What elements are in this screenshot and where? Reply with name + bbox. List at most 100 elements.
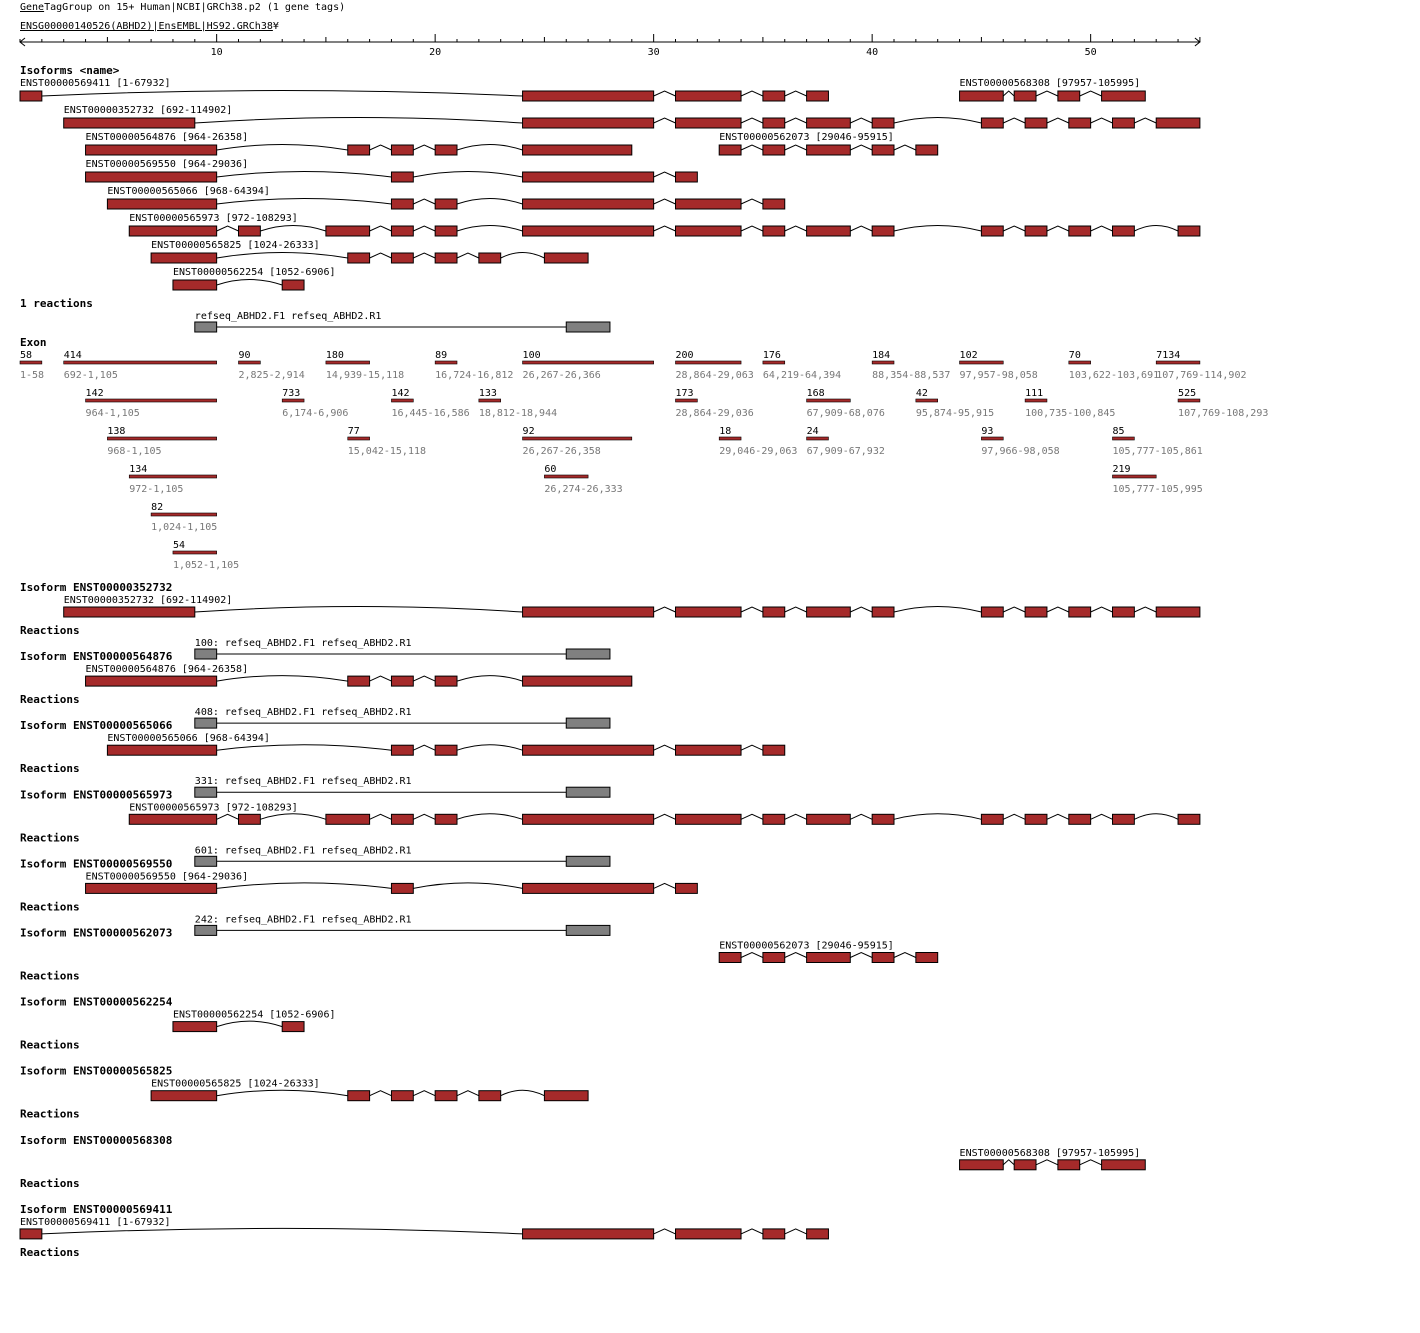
exon-block: [806, 144, 851, 156]
exon-entry: 184 88,354-88,537: [871, 350, 950, 381]
primer-block: [565, 924, 611, 936]
exon-range: 1-58: [20, 370, 44, 381]
exon-block: [522, 144, 633, 156]
gene-title-rest[interactable]: 00000140526(ABHD2)|EnsEMBL|HS92.GRCh38: [44, 21, 273, 32]
exon-range: 1,052-1,105: [173, 560, 239, 571]
isoform-detail-title: Isoform ENST00000562254: [20, 996, 173, 1009]
isoform-label: ENST00000569550 [964-29036]: [86, 871, 249, 882]
exon-block: [871, 144, 895, 156]
intron-line: [194, 117, 523, 124]
group-link[interactable]: Gene: [20, 2, 44, 13]
exon-length: 92: [523, 426, 535, 437]
primer-block: [565, 717, 611, 729]
reactions-title: Reactions: [20, 831, 80, 844]
exon-block: [959, 90, 1004, 102]
exon-section-title: Exon: [20, 336, 47, 349]
exon-table: 58 1-58 414 692-1,105 90 2,825-2,914 180 14,939…: [19, 350, 1268, 571]
intron-line: [784, 1228, 807, 1235]
intron-line: [653, 744, 676, 751]
gene-link[interactable]: ENSG: [20, 21, 44, 32]
primer-block: [194, 924, 218, 936]
exon-block: [806, 1228, 829, 1240]
intron-line: [1002, 1159, 1015, 1166]
intron-line: [850, 606, 873, 613]
primer-block: [565, 648, 611, 660]
intron-line: [740, 606, 764, 613]
intron-line: [456, 675, 523, 682]
exon-block: [806, 90, 829, 102]
primer-block: [194, 321, 218, 333]
exon-length: 24: [807, 426, 819, 437]
exon-block: [675, 882, 698, 894]
isoform-track: [128, 225, 1201, 237]
intron-line: [740, 90, 764, 97]
exon-length: 133: [479, 388, 497, 399]
intron-line: [850, 813, 873, 820]
exon-range: 26,274-26,333: [544, 484, 622, 495]
exon-block: [128, 813, 218, 825]
intron-line: [1003, 606, 1026, 613]
exon-length: 176: [763, 350, 781, 361]
intron-line: [1134, 813, 1179, 820]
exon-length: 200: [676, 350, 694, 361]
exon-block: [522, 813, 655, 825]
exon-block: [915, 144, 939, 156]
reaction-track: [194, 717, 611, 729]
gene-title: ENSG00000140526(ABHD2)|EnsEMBL|HS92.GRCh…: [20, 21, 279, 32]
isoform-label: ENST00000352732 [692-114902]: [64, 595, 233, 606]
exon-block: [19, 90, 43, 102]
reaction-track: [194, 321, 611, 333]
exon-entry: 90 2,825-2,914: [238, 350, 305, 381]
exon-block: [806, 952, 851, 963]
reactions-count-title: 1 reactions: [20, 297, 93, 310]
exon-block: [980, 813, 1004, 825]
exon-block: [871, 952, 895, 963]
intron-line: [1134, 225, 1179, 232]
intron-line: [456, 225, 523, 232]
isoform-track: [959, 1159, 1146, 1171]
exon-block: [1155, 606, 1201, 618]
isoform-track: [128, 813, 1201, 825]
exon-block: [1068, 606, 1092, 618]
exon-block: [1177, 813, 1201, 825]
intron-line: [413, 252, 436, 259]
intron-line: [216, 198, 392, 205]
intron-line: [216, 171, 392, 178]
exon-block: [106, 744, 218, 756]
exon-block: [1057, 90, 1081, 102]
intron-line: [216, 675, 348, 682]
ruler-tick-label: 20: [429, 47, 441, 58]
exon-block: [762, 198, 786, 210]
exon-block: [128, 225, 218, 237]
exon-block: [325, 813, 371, 825]
exon-block: [390, 744, 414, 756]
intron-line: [216, 1020, 283, 1028]
intron-line: [850, 117, 873, 124]
exon-block: [522, 606, 655, 618]
exon-entry: 219 105,777-105,995: [1112, 464, 1203, 495]
intron-line: [369, 1090, 392, 1097]
isoform-label: ENST00000569411 [1-67932]: [20, 1217, 171, 1228]
exon-block: [434, 252, 458, 264]
gene-marker: ¥: [273, 21, 279, 32]
exon-entry: 414 692-1,105: [63, 350, 217, 381]
exon-bar: [63, 360, 217, 365]
exon-block: [434, 144, 458, 156]
exon-block: [19, 1228, 43, 1240]
intron-line: [893, 144, 917, 151]
intron-line: [1090, 813, 1113, 820]
exon-block: [762, 1228, 786, 1240]
exon-block: [806, 225, 851, 237]
exon-length: 111: [1025, 388, 1043, 399]
exon-block: [434, 675, 458, 687]
exon-entry: 93 97,966-98,058: [981, 426, 1060, 457]
exon-bar: [172, 550, 217, 555]
intron-line: [1046, 117, 1070, 124]
exon-bar: [675, 398, 698, 403]
primer-block: [565, 786, 611, 798]
exon-block: [150, 252, 218, 264]
intron-line: [740, 198, 764, 205]
